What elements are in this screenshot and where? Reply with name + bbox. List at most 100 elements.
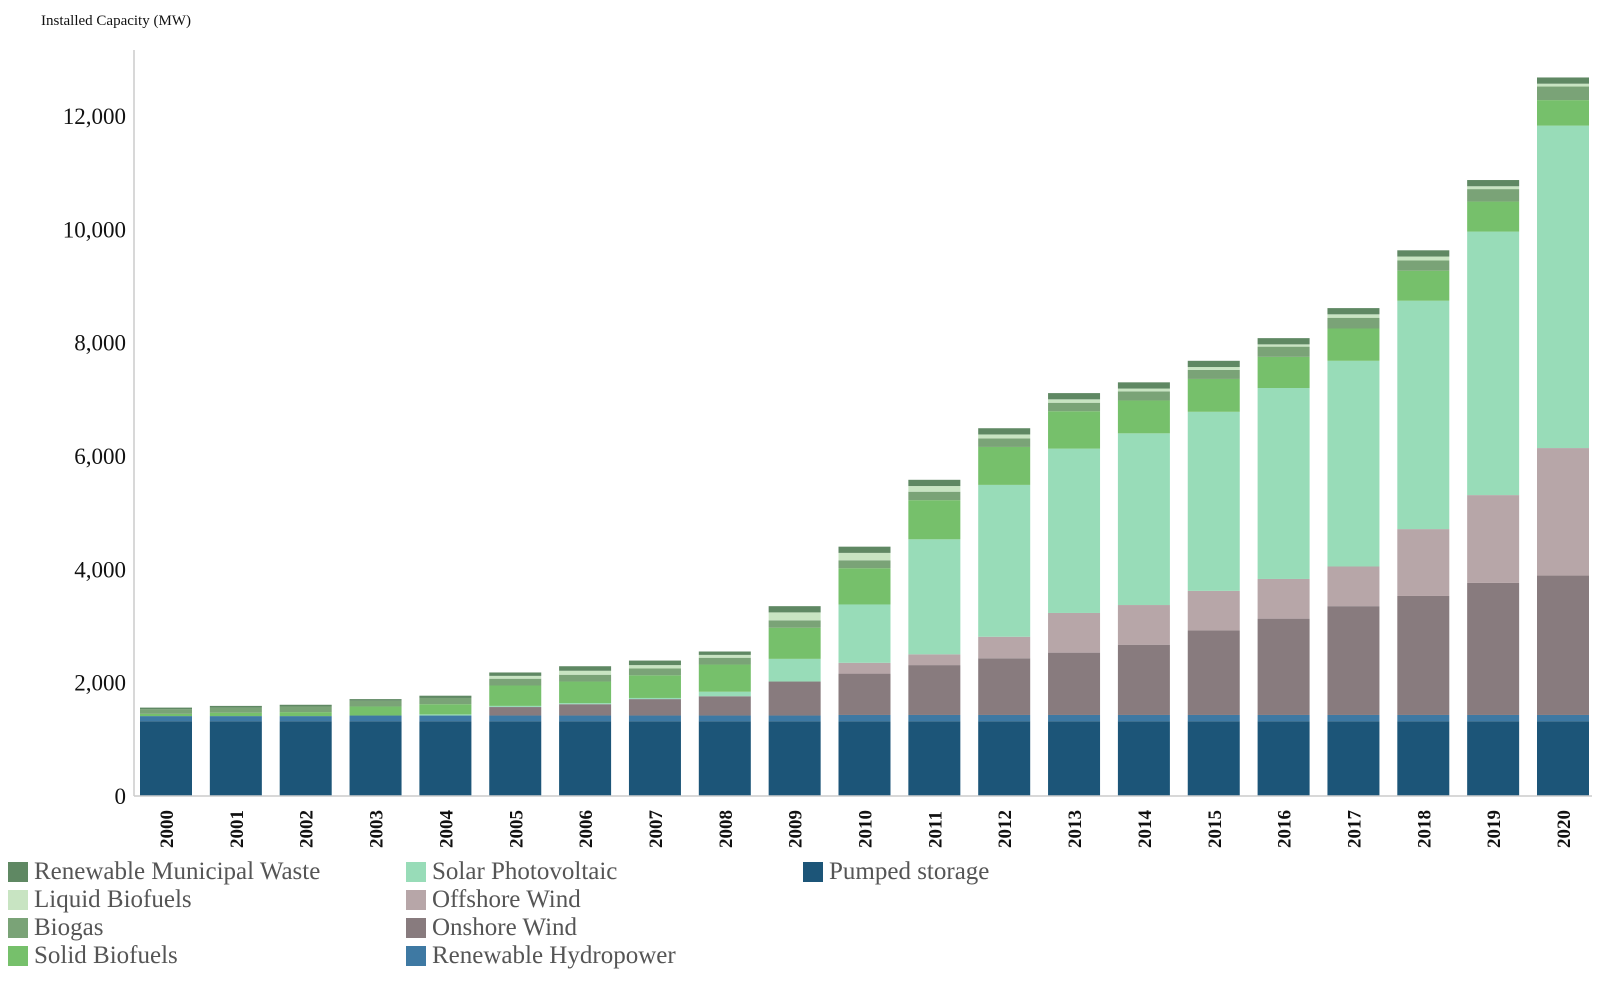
- bar-segment: [768, 658, 821, 682]
- x-tick-label: 2004: [436, 810, 457, 849]
- bar-segment: [1257, 714, 1310, 722]
- bar-segment: [209, 707, 262, 713]
- bar-segment: [768, 620, 821, 628]
- bar-segment: [209, 712, 262, 717]
- x-tick-label: 2008: [716, 810, 737, 848]
- bar-segment: [628, 665, 681, 669]
- bar-segment: [1187, 369, 1240, 379]
- bar-segment: [1048, 721, 1101, 796]
- bar-segment: [908, 539, 961, 655]
- bar-segment: [419, 695, 472, 698]
- bar-segment: [838, 662, 891, 674]
- legend-swatch: [406, 862, 426, 882]
- y-tick-label: 10,000: [63, 217, 126, 242]
- bar-segment: [838, 546, 891, 553]
- bar-segment: [1467, 582, 1520, 715]
- bar-segment: [1257, 346, 1310, 357]
- legend-swatch: [406, 890, 426, 910]
- bar-segment: [1397, 250, 1450, 257]
- bar-segment: [140, 716, 192, 722]
- bar-segment: [698, 691, 751, 697]
- legend-item: Renewable Municipal Waste: [8, 858, 320, 886]
- bar-segment: [978, 721, 1031, 796]
- bar-segment: [698, 657, 751, 665]
- bar-segment: [1537, 448, 1589, 576]
- bar-segment: [908, 500, 961, 540]
- bar-segment: [698, 721, 751, 796]
- bar-segment: [279, 704, 332, 707]
- bar-segment: [1397, 260, 1450, 271]
- x-tick-label: 2015: [1205, 810, 1226, 848]
- bar-segment: [1048, 411, 1101, 449]
- bar-segment: [1048, 448, 1101, 613]
- legend-label: Onshore Wind: [432, 914, 578, 941]
- bar-segment: [628, 668, 681, 676]
- y-tick-label: 8,000: [74, 331, 126, 356]
- bar-segment: [1397, 529, 1450, 596]
- bar-segment: [559, 703, 612, 705]
- legend-label: Offshore Wind: [432, 886, 581, 913]
- bar-segment: [1397, 256, 1450, 261]
- bar-segment: [1257, 578, 1310, 619]
- bar-segment: [419, 721, 472, 796]
- x-axis-ticks: 2000 2001 2002 2003 2004 2005 2006 2007 2008 2009…: [157, 810, 1575, 849]
- x-tick-label: 2019: [1484, 810, 1505, 848]
- x-tick-label: 2011: [925, 811, 946, 848]
- legend-swatch: [8, 890, 28, 910]
- bar-segment: [1187, 590, 1240, 631]
- bar-segment: [559, 666, 612, 671]
- bar-segment: [489, 678, 542, 686]
- bar-segment: [1117, 714, 1170, 722]
- x-tick-label: 2009: [786, 810, 807, 848]
- bar-segment: [978, 438, 1031, 447]
- bar-segment: [1117, 433, 1170, 606]
- bar-segment: [628, 697, 681, 700]
- bar-segment: [1117, 391, 1170, 401]
- bar-segment: [838, 568, 891, 605]
- bar-segment: [559, 670, 612, 675]
- bar-segment: [349, 721, 402, 796]
- bar-segment: [698, 664, 751, 692]
- bar-segment: [1048, 399, 1101, 403]
- bar-segment: [1467, 231, 1520, 496]
- bar-segment: [1537, 86, 1589, 101]
- bar-segment: [489, 715, 542, 722]
- x-tick-label: 2002: [297, 810, 318, 848]
- x-tick-label: 2010: [856, 810, 877, 848]
- bar-segment: [628, 675, 681, 698]
- bar-segment: [279, 721, 332, 796]
- bar-segment: [1187, 367, 1240, 370]
- bar-segment: [1117, 644, 1170, 715]
- bar-segment: [1117, 382, 1170, 389]
- legend-swatch: [8, 862, 28, 882]
- bar-segment: [1467, 186, 1520, 190]
- bar-segment: [698, 654, 751, 658]
- x-tick-label: 2005: [506, 810, 527, 848]
- bar-segment: [559, 681, 612, 704]
- bar-segment: [698, 651, 751, 655]
- bar-segment: [698, 696, 751, 716]
- bar-segment: [419, 714, 472, 716]
- bar-segment: [209, 721, 262, 796]
- bar-segment: [838, 560, 891, 569]
- legend-item: Solid Biofuels: [8, 942, 178, 970]
- bar-segment: [419, 715, 472, 722]
- bar-segment: [140, 721, 192, 796]
- bar-segment: [1397, 300, 1450, 530]
- x-tick-label: 2016: [1275, 810, 1296, 848]
- bar-segment: [489, 685, 542, 706]
- bar-segment: [279, 712, 332, 717]
- legend-swatch: [803, 862, 823, 882]
- bar-segment: [908, 491, 961, 501]
- bar-segment: [140, 713, 192, 717]
- bar-segment: [1537, 125, 1589, 449]
- bar-segment: [978, 428, 1031, 435]
- x-tick-label: 2013: [1065, 810, 1086, 848]
- bar-segment: [978, 714, 1031, 722]
- bar-segment: [1327, 360, 1380, 567]
- y-tick-label: 0: [115, 784, 127, 809]
- bar-segment: [1397, 270, 1450, 301]
- bar-segment: [628, 660, 681, 666]
- bar-segment: [1257, 618, 1310, 715]
- x-tick-label: 2001: [227, 810, 248, 848]
